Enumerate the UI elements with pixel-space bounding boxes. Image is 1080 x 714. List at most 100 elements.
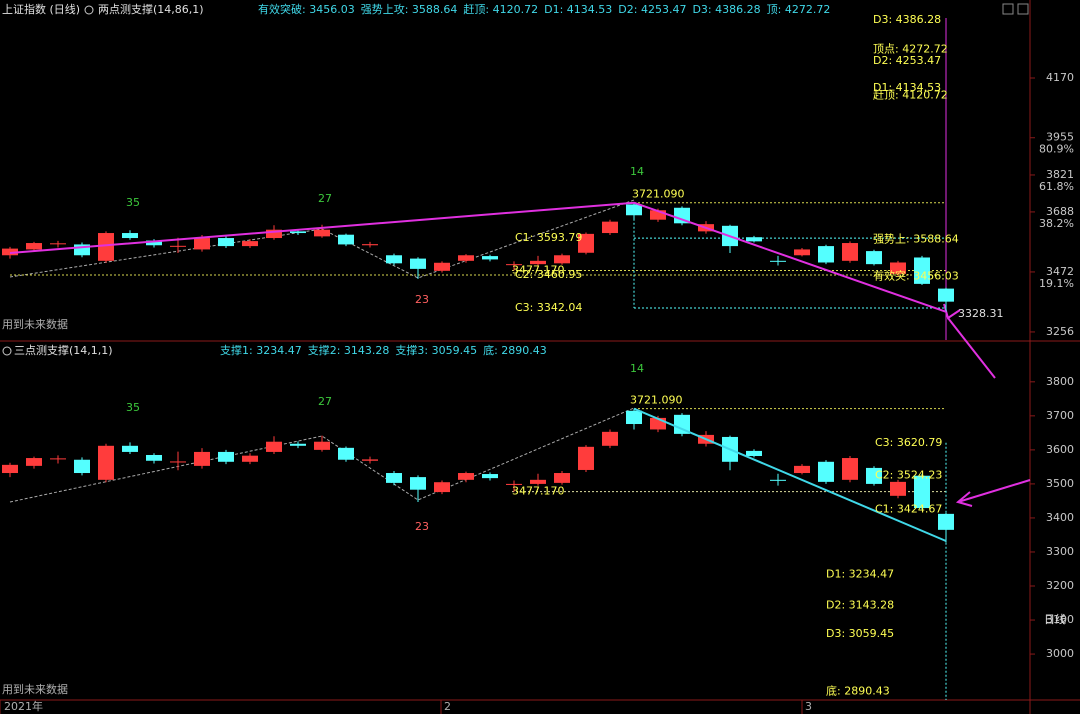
candle-body [386, 473, 402, 483]
indicator-value: 支撑3: 3059.45 [395, 343, 477, 357]
candle-body [482, 256, 498, 260]
annotation: 有效突: 3456.03 [873, 268, 959, 282]
period-label: 日线 [1044, 612, 1066, 626]
indicator-values: 有效突破: 3456.03 强势上攻: 3588.64 赶顶: 4120.72 D1:… [258, 2, 830, 16]
candle-body [266, 229, 282, 239]
y-tick-label: 3600 [1046, 443, 1074, 456]
x-tick-label: 2 [444, 700, 451, 713]
annotation: D2: 3143.28 [826, 598, 894, 611]
annotation: C1: 3593.79 [515, 231, 582, 244]
indicator-value: D2: 4253.47 [618, 3, 686, 16]
candle-body [794, 249, 810, 256]
annotation: 底: 2890.43 [826, 683, 890, 697]
candle-body [386, 255, 402, 264]
annotation: D1: 4134.53 [873, 81, 941, 94]
candle-body [866, 251, 882, 265]
pivot-label: 14 [630, 362, 644, 375]
candle-body [146, 240, 162, 246]
candle-body [626, 204, 642, 216]
candle-body [506, 483, 522, 485]
window-button[interactable] [1002, 3, 1014, 15]
candle-body [626, 410, 642, 425]
pivot-label: 27 [318, 395, 332, 408]
candle-body [122, 233, 138, 239]
candle-body [122, 445, 138, 452]
candle-body [410, 258, 426, 269]
candle-body [458, 473, 474, 480]
candle-body [146, 454, 162, 461]
indicator-name: 两点测支撑(14,86,1) [98, 2, 204, 16]
zigzag [9, 199, 635, 279]
annotation: C3: 3342.04 [515, 301, 582, 314]
candle-body [194, 451, 210, 466]
candle-body [290, 443, 306, 446]
close-button[interactable] [1017, 3, 1029, 15]
candle-body [602, 431, 618, 446]
candle-body [794, 465, 810, 474]
candle-body [50, 243, 66, 245]
note: 用到未来数据 [2, 317, 68, 331]
chart-title: 上证指数 (日线) [2, 2, 80, 16]
candle-body [650, 417, 666, 430]
y-tick-label: 3800 [1046, 375, 1074, 388]
arrow [957, 479, 1031, 503]
indicator-values: 支撑1: 3234.47 支撑2: 3143.28 支撑3: 3059.45 底: 2… [220, 343, 547, 357]
y-tick-label: 3700 [1046, 409, 1074, 422]
candle-body [530, 260, 546, 265]
indicator-value: 有效突破: 3456.03 [258, 2, 355, 16]
candle-body [362, 244, 378, 246]
y-tick-label: 4170 [1046, 71, 1074, 84]
candle-body [266, 441, 282, 452]
candle-body [866, 467, 882, 484]
indicator-value: 强势上攻: 3588.64 [361, 2, 458, 16]
candle-body [26, 458, 42, 466]
candle-body [554, 473, 570, 483]
fib-label: 38.2% [1039, 217, 1074, 230]
fib-label: 61.8% [1039, 180, 1074, 193]
candle-body [746, 450, 762, 457]
indicator-icon [84, 5, 94, 15]
fib-label: 80.9% [1039, 143, 1074, 156]
indicator-value: 顶: 4272.72 [767, 3, 831, 16]
annotation: 3721.090 [630, 394, 683, 407]
candle-body [170, 461, 186, 463]
x-tick-label: 2021年 [4, 699, 43, 713]
candle-body [914, 257, 930, 284]
y-tick-label: 3000 [1046, 647, 1074, 660]
candle-body [482, 474, 498, 479]
candle-body [74, 244, 90, 256]
indicator-icon [2, 346, 12, 356]
candle-body [578, 446, 594, 470]
y-tick-label: 3256 [1046, 325, 1074, 338]
candle-body [98, 233, 114, 261]
candle-body [242, 455, 258, 462]
candle-body [434, 482, 450, 493]
candle-body [938, 288, 954, 302]
pivot-label: 27 [318, 192, 332, 205]
annotation: D2: 4253.47 [873, 54, 941, 67]
x-tick-label: 3 [805, 700, 812, 713]
candle-body [362, 459, 378, 461]
indicator-value: D3: 4386.28 [692, 3, 760, 16]
candle-body [218, 451, 234, 462]
candle-body [194, 238, 210, 250]
annotation: 3477.170 [512, 263, 565, 276]
candle-body [554, 255, 570, 264]
annotation: 3328.31 [958, 307, 1004, 320]
candle-body [890, 481, 906, 496]
candle-body [218, 238, 234, 247]
indicator-name: 三点测支撑(14,1,1) [14, 343, 113, 357]
candle-body [314, 229, 330, 237]
candle-body [530, 479, 546, 484]
annotation: C3: 3620.79 [875, 436, 942, 449]
candle-body [50, 458, 66, 460]
candle-body [338, 234, 354, 245]
candle-body [674, 414, 690, 434]
candle-body [2, 248, 18, 256]
indicator-value: 支撑1: 3234.47 [220, 343, 302, 357]
indicator-value: 赶顶: 4120.72 [463, 2, 538, 16]
candle-body [458, 255, 474, 261]
y-tick-label: 3500 [1046, 477, 1074, 490]
y-tick-label: 3200 [1046, 579, 1074, 592]
